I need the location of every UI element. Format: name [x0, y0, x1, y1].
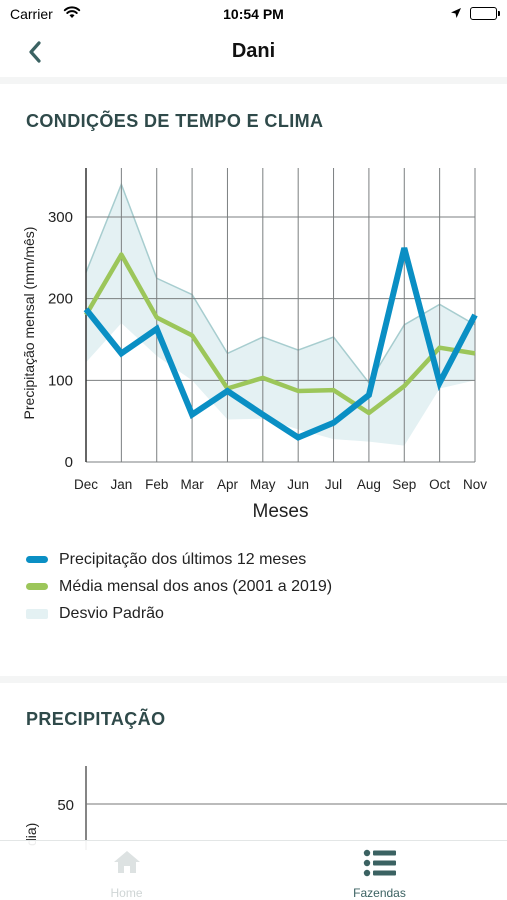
- legend-swatch: [26, 583, 48, 590]
- series-line-monthly-average: [84, 252, 476, 416]
- legend-item-monthly-average: Média mensal dos anos (2001 a 2019): [26, 573, 332, 600]
- x-tick-label: Nov: [463, 477, 487, 492]
- x-tick-label: Dec: [74, 477, 98, 492]
- wifi-icon: [63, 5, 81, 22]
- nav-bar: Dani: [0, 28, 507, 76]
- status-bar: Carrier 10:54 PM: [0, 0, 507, 28]
- x-tick-label: May: [250, 477, 276, 492]
- legend-swatch: [26, 556, 48, 563]
- precipitation-chart: 0 100 200 300 Dec Jan Feb Mar Apr May Jun Jul Aug Sep…: [21, 168, 487, 522]
- section-title-weather: CONDIÇÕES DE TEMPO E CLIMA: [26, 111, 324, 131]
- precipitation-daily-chart: 50 dia): [23, 766, 507, 850]
- legend-swatch: [26, 608, 48, 619]
- legend-label: Desvio Padrão: [59, 604, 164, 622]
- chevron-left-icon[interactable]: [22, 38, 50, 66]
- x-tick-label: Sep: [392, 477, 416, 492]
- std-dev-band: [86, 184, 475, 446]
- battery-icon: [470, 7, 500, 20]
- legend-item-last-12-months: Precipitação dos últimos 12 meses: [26, 546, 332, 573]
- x-tick-label: Apr: [217, 477, 239, 492]
- x-tick-label: Oct: [429, 477, 450, 492]
- legend-item-std-dev: Desvio Padrão: [26, 600, 332, 627]
- x-tick-label: Aug: [357, 477, 381, 492]
- divider: [0, 676, 507, 683]
- section-title-precipitation: PRECIPITAÇÃO: [26, 709, 166, 729]
- tab-bar: Home Fazendas: [0, 840, 507, 900]
- x-tick-label: Feb: [145, 477, 168, 492]
- y-tick-label: 0: [65, 454, 73, 471]
- series-line-last-12-months: [83, 247, 478, 441]
- carrier-label: Carrier: [10, 6, 53, 22]
- tab-fazendas[interactable]: Fazendas: [253, 841, 506, 900]
- clock: 10:54 PM: [223, 6, 284, 22]
- legend-label: Precipitação dos últimos 12 meses: [59, 550, 307, 568]
- page-title: Dani: [231, 40, 276, 62]
- y-tick-label: 100: [48, 372, 73, 389]
- tab-label: Home: [110, 886, 143, 900]
- tab-home[interactable]: Home: [0, 841, 253, 900]
- chart-legend: Precipitação dos últimos 12 meses Média …: [26, 546, 332, 627]
- x-tick-label: Mar: [180, 477, 204, 492]
- y-tick-label: 300: [48, 209, 73, 226]
- x-tick-label: Jul: [325, 477, 342, 492]
- divider: [0, 77, 507, 84]
- list-icon: [363, 849, 397, 882]
- tab-label: Fazendas: [353, 886, 406, 900]
- x-tick-label: Jan: [110, 477, 132, 492]
- x-tick-label: Jun: [287, 477, 309, 492]
- y-tick-label: 50: [57, 797, 74, 814]
- y-tick-label: 200: [48, 291, 73, 308]
- x-axis-label: Meses: [253, 501, 309, 522]
- legend-label: Média mensal dos anos (2001 a 2019): [59, 577, 333, 595]
- std-dev-upper-line: [85, 182, 476, 385]
- y-axis-label: Precipitação mensal (mm/mês): [21, 227, 37, 420]
- location-arrow-icon: [450, 6, 462, 22]
- house-icon: [112, 849, 142, 880]
